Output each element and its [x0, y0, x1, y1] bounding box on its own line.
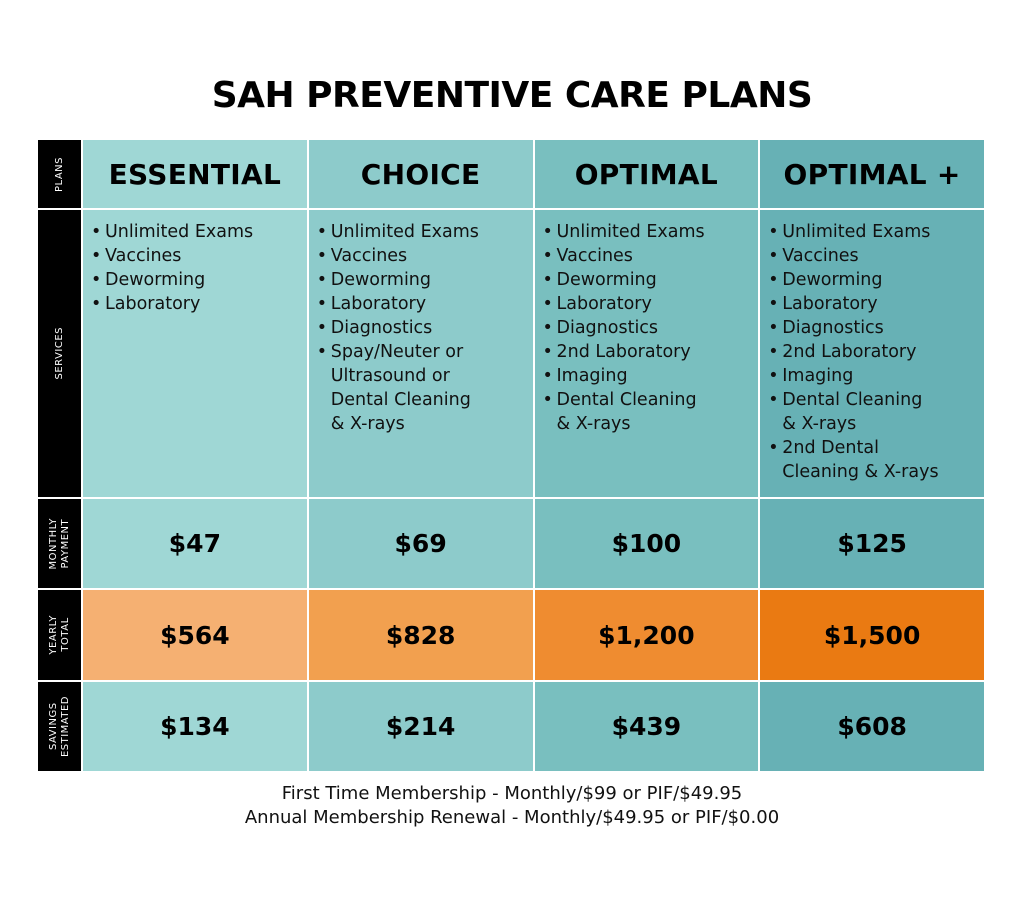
service-item: Imaging: [766, 364, 938, 388]
monthly-optimal: $100: [534, 499, 759, 588]
service-item: Vaccines: [766, 244, 938, 268]
services-optimal-plus: Unlimited ExamsVaccinesDewormingLaborato…: [760, 210, 984, 497]
plan-name: OPTIMAL +: [783, 157, 961, 191]
savings-choice: $214: [308, 682, 533, 771]
plan-name: OPTIMAL: [574, 157, 719, 191]
row-header-savings: SAVINGS ESTIMATED: [38, 682, 81, 771]
savings-estimated: $439: [611, 712, 682, 741]
service-item: Vaccines: [89, 244, 253, 268]
row-header-savings-label: SAVINGS ESTIMATED: [47, 695, 71, 758]
service-item: Deworming: [541, 268, 705, 292]
service-item: Laboratory: [541, 292, 705, 316]
service-item: Deworming: [766, 268, 938, 292]
plan-header-optimal-plus: OPTIMAL +: [760, 140, 984, 208]
service-item: Laboratory: [766, 292, 938, 316]
monthly-essential: $47: [83, 499, 307, 588]
service-item: 2nd Laboratory: [766, 340, 938, 364]
service-item: Dental Cleaning & X-rays: [541, 388, 705, 436]
services-choice: Unlimited ExamsVaccinesDewormingLaborato…: [308, 210, 533, 497]
service-item: Diagnostics: [541, 316, 705, 340]
service-item: Imaging: [541, 364, 705, 388]
row-header-monthly-label: MONTHLY PAYMENT: [47, 517, 71, 570]
row-header-plans-label: PLANS: [53, 156, 65, 192]
savings-essential: $134: [83, 682, 307, 771]
plan-header-essential: ESSENTIAL: [83, 140, 307, 208]
service-item: 2nd Dental Cleaning & X-rays: [766, 436, 938, 484]
monthly-choice: $69: [308, 499, 533, 588]
service-item: Vaccines: [315, 244, 479, 268]
footer-renewal: Annual Membership Renewal - Monthly/$49.…: [244, 807, 780, 828]
yearly-optimal: $1,200: [534, 590, 759, 680]
footer-first-time: First Time Membership - Monthly/$99 or P…: [281, 783, 743, 804]
monthly-payment: $47: [168, 529, 221, 558]
row-header-services-label: SERVICES: [53, 327, 65, 380]
services-list: Unlimited ExamsVaccinesDewormingLaborato…: [541, 220, 705, 436]
yearly-total: $1,200: [598, 620, 695, 650]
savings-estimated: $608: [837, 712, 907, 741]
service-item: Diagnostics: [766, 316, 938, 340]
savings-optimal: $439: [534, 682, 759, 771]
row-header-plans: PLANS: [38, 140, 81, 208]
service-item: Unlimited Exams: [766, 220, 938, 244]
services-list: Unlimited ExamsVaccinesDewormingLaborato…: [89, 220, 253, 316]
service-item: Diagnostics: [315, 316, 479, 340]
services-optimal: Unlimited ExamsVaccinesDewormingLaborato…: [534, 210, 759, 497]
yearly-total: $828: [385, 620, 456, 650]
page-title: SAH PREVENTIVE CARE PLANS: [211, 75, 813, 116]
monthly-payment: $69: [394, 529, 447, 558]
service-item: Dental Cleaning & X-rays: [766, 388, 938, 436]
service-item: Unlimited Exams: [89, 220, 253, 244]
yearly-total: $564: [160, 620, 230, 650]
service-item: Deworming: [315, 268, 479, 292]
monthly-optimal-plus: $125: [760, 499, 984, 588]
yearly-essential: $564: [83, 590, 307, 680]
monthly-payment: $125: [837, 529, 907, 558]
service-item: Laboratory: [89, 292, 253, 316]
savings-estimated: $214: [385, 712, 456, 741]
yearly-total: $1,500: [823, 620, 921, 650]
services-list: Unlimited ExamsVaccinesDewormingLaborato…: [766, 220, 938, 484]
yearly-choice: $828: [308, 590, 533, 680]
service-item: Deworming: [89, 268, 253, 292]
row-header-services: SERVICES: [38, 210, 81, 497]
service-item: Spay/Neuter or Ultrasound or Dental Clea…: [315, 340, 479, 436]
savings-optimal-plus: $608: [760, 682, 984, 771]
service-item: 2nd Laboratory: [541, 340, 705, 364]
plan-name: ESSENTIAL: [108, 157, 282, 191]
row-header-monthly: MONTHLY PAYMENT: [38, 499, 81, 588]
monthly-payment: $100: [611, 529, 682, 558]
plan-name: CHOICE: [360, 157, 481, 191]
service-item: Unlimited Exams: [315, 220, 479, 244]
plans-table: PLANS ESSENTIAL CHOICE OPTIMAL OPTIMAL +…: [38, 140, 984, 771]
yearly-optimal-plus: $1,500: [760, 590, 984, 680]
service-item: Unlimited Exams: [541, 220, 705, 244]
row-header-yearly-label: YEARLY TOTAL: [47, 615, 71, 655]
service-item: Vaccines: [541, 244, 705, 268]
savings-estimated: $134: [160, 712, 230, 741]
plan-header-choice: CHOICE: [308, 140, 533, 208]
service-item: Laboratory: [315, 292, 479, 316]
services-essential: Unlimited ExamsVaccinesDewormingLaborato…: [83, 210, 307, 497]
services-list: Unlimited ExamsVaccinesDewormingLaborato…: [315, 220, 479, 436]
plan-header-optimal: OPTIMAL: [534, 140, 759, 208]
row-header-yearly: YEARLY TOTAL: [38, 590, 81, 680]
